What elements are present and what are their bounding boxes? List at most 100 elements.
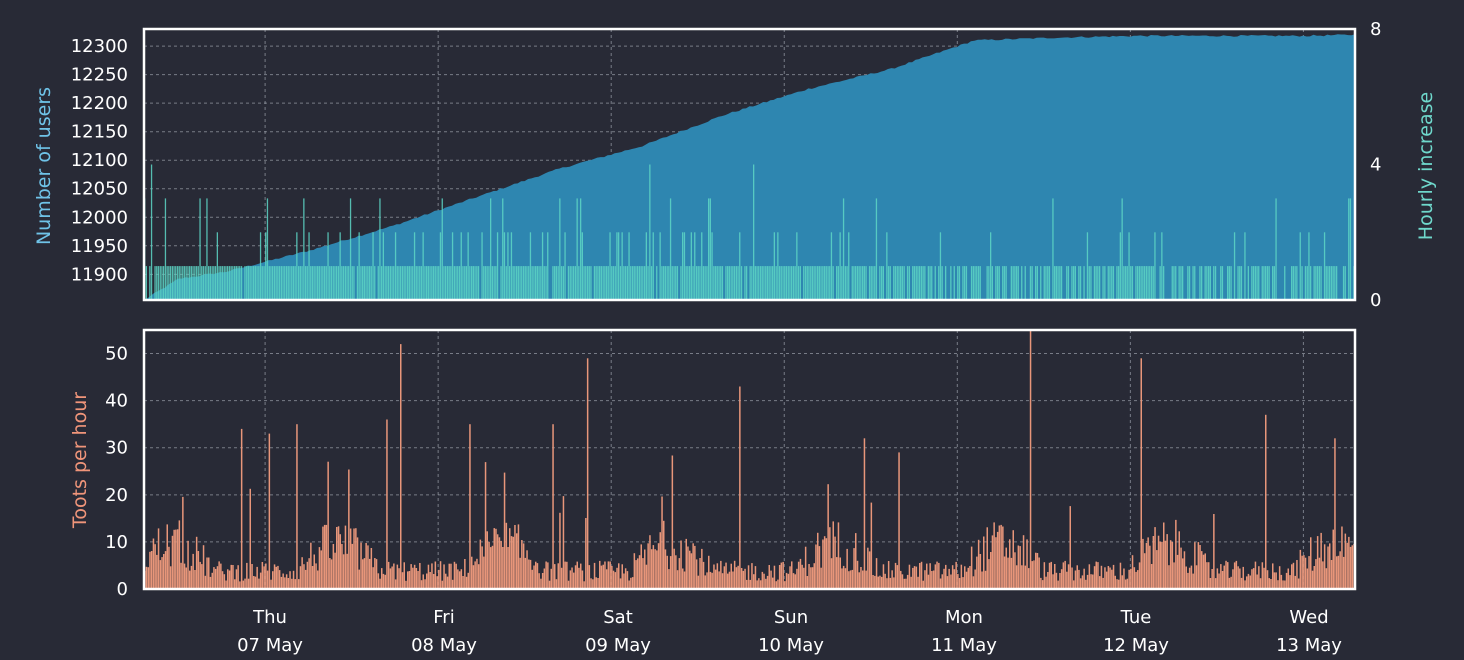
increase-bar [251, 266, 253, 300]
toots-bar [1315, 559, 1317, 589]
toots-bar [657, 543, 660, 589]
increase-bar [228, 266, 231, 300]
toots-bar [1244, 580, 1246, 589]
toots-bar [687, 546, 689, 589]
toots-bar [384, 574, 386, 589]
toots-bar [303, 564, 305, 589]
increase-bar [1188, 266, 1191, 300]
toots-bar [1329, 543, 1331, 589]
toots-bar [389, 568, 392, 589]
toots-bar [823, 536, 826, 589]
toots-bar [772, 577, 774, 589]
toots-bar [377, 573, 380, 589]
increase-bar [728, 266, 730, 300]
toots-bar [932, 570, 935, 589]
increase-bar [1213, 266, 1215, 300]
increase-tick-label: 0 [1370, 290, 1381, 311]
toots-bar [1346, 542, 1348, 589]
toots-bar [381, 568, 383, 589]
toots-bar [1124, 579, 1127, 589]
toots-bar [739, 386, 741, 589]
users-tick-label: 12300 [71, 36, 128, 57]
toots-bar [531, 569, 533, 589]
increase-bar [585, 266, 587, 300]
increase-bar [285, 266, 288, 300]
increase-bar [1059, 266, 1061, 300]
increase-bar [739, 232, 741, 301]
increase-bar [784, 266, 786, 300]
toots-bar [903, 578, 905, 589]
toots-bar [460, 569, 463, 589]
users-tick-label: 11950 [71, 236, 128, 257]
toots-bar [941, 574, 943, 589]
toots-bar [522, 543, 525, 589]
toots-bar [427, 564, 430, 589]
increase-bar [195, 266, 198, 300]
toots-bar [948, 568, 950, 589]
increase-bar [1180, 266, 1182, 300]
increase-bar [358, 232, 360, 301]
toots-bar [538, 573, 540, 589]
increase-bar [249, 266, 251, 300]
toots-bar [529, 559, 532, 589]
increase-bar [1349, 198, 1352, 300]
toots-bar [1159, 541, 1161, 589]
toots-bar [557, 563, 559, 589]
increase-bar [187, 266, 189, 300]
toots-bar [990, 552, 992, 589]
toots-bar [1213, 514, 1215, 589]
toots-bar [652, 545, 655, 589]
toots-bar [358, 569, 360, 589]
toots-bar [540, 578, 542, 589]
toots-bar [1090, 574, 1092, 589]
toots-bar [1047, 572, 1049, 589]
toots-bar [766, 575, 769, 589]
increase-bar [962, 266, 964, 300]
increase-bar [332, 266, 334, 300]
x-tick-day: Fri [433, 607, 454, 628]
increase-bar [313, 266, 315, 300]
increase-bar [787, 266, 789, 300]
toots-bar [996, 531, 999, 589]
toots-bar [398, 568, 400, 589]
toots-bar [758, 578, 760, 589]
increase-bar [171, 266, 173, 300]
toots-bar [424, 579, 426, 589]
toots-bar [246, 562, 248, 589]
hourly-increase-bars [144, 164, 1355, 301]
users-area-path [144, 34, 1355, 301]
toots-bar [448, 563, 450, 589]
increase-bar [965, 266, 968, 300]
toots-bar [1005, 547, 1007, 589]
increase-bar [202, 266, 205, 300]
increase-bar [886, 232, 888, 301]
toots-bar [237, 565, 239, 589]
increase-bar [1237, 266, 1239, 300]
toots-bar [1014, 552, 1016, 589]
increase-bar [709, 198, 711, 300]
increase-bar [650, 266, 653, 300]
toots-bar [1341, 526, 1343, 589]
toots-bar [156, 554, 158, 589]
increase-bar [900, 266, 902, 300]
increase-bar [510, 232, 513, 301]
increase-bar [874, 266, 876, 300]
increase-bar [1118, 266, 1120, 300]
toots-bar [664, 549, 667, 589]
increase-bar [225, 266, 227, 300]
toots-bar [1012, 530, 1014, 589]
increase-bar [490, 198, 492, 300]
toots-bar [1336, 556, 1338, 589]
increase-bar [493, 266, 495, 300]
toots-bar [780, 562, 783, 589]
toots-bar [1176, 554, 1179, 589]
increase-bar [906, 266, 909, 300]
increase-bar [765, 266, 767, 300]
toots-bar [1099, 576, 1101, 589]
toots-bar [554, 564, 556, 589]
increase-bar [1171, 266, 1173, 300]
increase-bar [974, 266, 976, 300]
increase-bar [938, 266, 940, 300]
toots-bar [822, 539, 824, 589]
toots-bar [244, 578, 246, 589]
